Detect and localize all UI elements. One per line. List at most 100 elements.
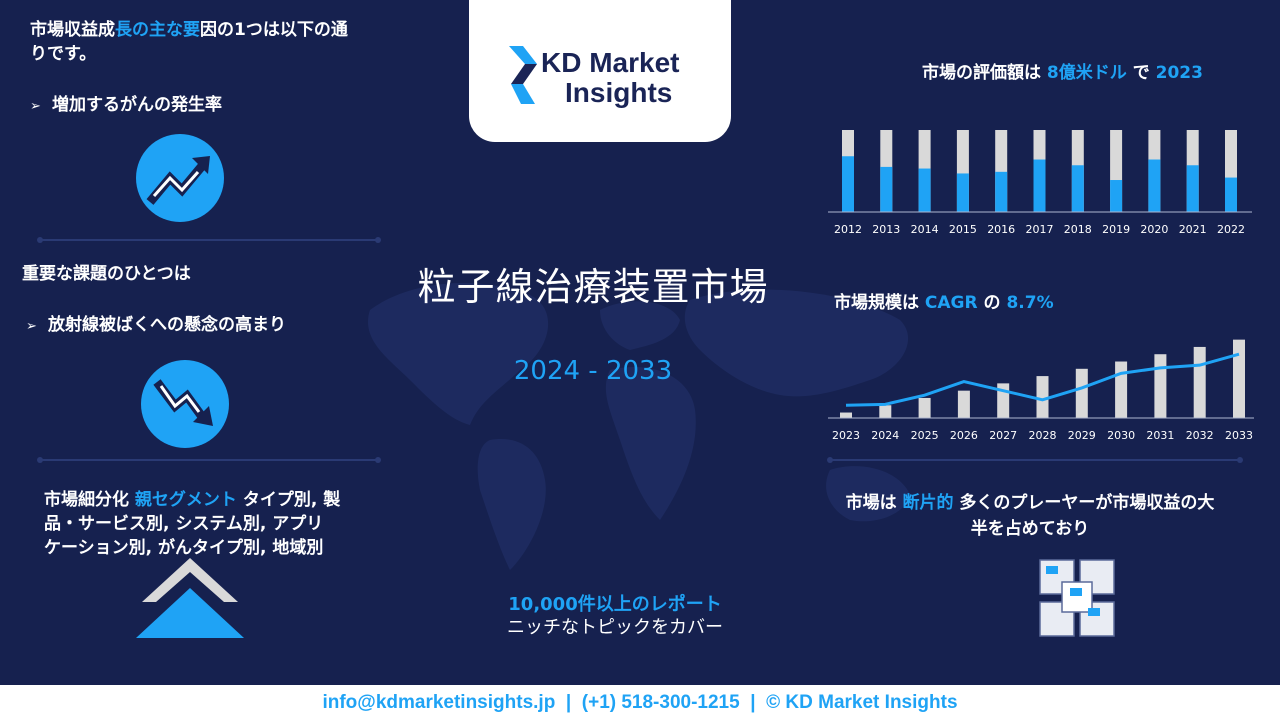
bar-value [879, 405, 892, 418]
trend-down-icon [141, 360, 229, 448]
bar-value [1110, 180, 1123, 212]
segmentation-text: 市場細分化 親セグメント タイプ別, 製 品・サービス別, システム別, アプリ… [44, 488, 404, 560]
fragmented-rest2: 半を占めており [970, 519, 1090, 539]
segmentation-prefix: 市場細分化 [44, 490, 129, 510]
bar-value [1115, 361, 1128, 418]
page-title: 粒子線治療装置市場 [417, 265, 769, 309]
x-tick-label: 2026 [950, 429, 978, 442]
bar-value [1036, 376, 1049, 418]
divider-right [827, 457, 1243, 463]
bar-value [1186, 165, 1199, 212]
fragmented-text: 市場は 断片的 多くのプレーヤーが市場収益の大 半を占めており [820, 490, 1240, 542]
x-tick-label: 2012 [834, 223, 862, 236]
x-tick-label: 2014 [911, 223, 939, 236]
x-tick-label: 2018 [1064, 223, 1092, 236]
segmentation-line3: ケーション別, がんタイプ別, 地域別 [44, 538, 324, 558]
x-tick-label: 2016 [987, 223, 1015, 236]
bar-value [880, 166, 893, 212]
x-tick-label: 2028 [1029, 429, 1057, 442]
logo-line1: KD Market [541, 47, 680, 78]
bullet-arrow-icon: ➢ [26, 319, 37, 334]
bar-value [1154, 354, 1167, 418]
x-tick-label: 2022 [1217, 223, 1245, 236]
x-tick-label: 2023 [832, 429, 860, 442]
x-tick-label: 2019 [1102, 223, 1130, 236]
footer-email[interactable]: info@kdmarketinsights.jp [322, 692, 556, 713]
forecast-years: 2024 - 2033 [513, 356, 673, 386]
fragmented-prefix: 市場は [845, 493, 897, 513]
x-tick-label: 2024 [871, 429, 899, 442]
footer-separator: | [565, 692, 572, 713]
bar-value [842, 156, 854, 212]
driver-text-a: 市場収益成 [30, 20, 115, 40]
bar-value [1033, 159, 1046, 212]
logo-line2: Insights [565, 77, 673, 108]
bar-value [918, 168, 931, 212]
driver-text-accent: 長の主な要 [115, 20, 200, 40]
x-tick-label: 2020 [1140, 223, 1168, 236]
x-tick-label: 2027 [989, 429, 1017, 442]
x-tick-label: 2031 [1146, 429, 1174, 442]
x-tick-label: 2029 [1068, 429, 1096, 442]
divider-left-1 [37, 237, 381, 243]
bar-value [1233, 339, 1245, 418]
segmentation-line1: タイプ別, 製 [242, 490, 341, 510]
valuation-prefix: 市場の評価額は [922, 63, 1041, 83]
cagr-prefix: 市場規模は [834, 293, 919, 313]
bar-value [1193, 346, 1206, 418]
trend-line [845, 352, 1240, 407]
bar-value [957, 390, 970, 418]
valuation-heading: 市場の評価額は 8億米ドル で 2023 [922, 58, 1203, 83]
driver-bullet-text: 増加するがんの発生率 [52, 95, 222, 115]
bar-value [956, 173, 969, 212]
footer-copyright: © KD Market Insights [766, 692, 958, 713]
bar-value [995, 171, 1008, 212]
cagr-heading: 市場規模は CAGR の 8.7% [834, 288, 1054, 313]
forecast-bar-line-chart: 2023 2024 2025 2026 2027 2028 2029 2030 2031 2032… [828, 339, 1254, 442]
footer-separator: | [750, 692, 756, 713]
world-map-icon [368, 283, 910, 570]
x-tick-label: 2013 [872, 223, 900, 236]
fragmented-rest1: 多くのプレーヤーが市場収益の大 [959, 493, 1215, 513]
historical-bar-chart: 2012 2013 2014 2015 2016 2017 2018 2019 2020 2021… [828, 130, 1252, 236]
x-tick-label: 2030 [1107, 429, 1135, 442]
x-tick-label: 2021 [1179, 223, 1207, 236]
valuation-mid: で [1132, 63, 1150, 83]
footer-phone[interactable]: (+1) 518-300-1215 [581, 692, 740, 713]
reports-count: 10,000件以上のレポート [508, 594, 722, 615]
challenge-bullet-text: 放射線被ばくへの懸念の高まり [48, 315, 286, 335]
x-tick-label: 2025 [911, 429, 939, 442]
logo-text: KD Market Insights [541, 48, 679, 108]
divider-left-2 [37, 457, 381, 463]
driver-text-c: 因の1つは以下の通 [200, 20, 348, 40]
bar-value [840, 412, 852, 418]
trend-up-icon [136, 134, 224, 222]
bullet-arrow-icon: ➢ [30, 99, 41, 114]
bar-value [1071, 165, 1084, 212]
challenge-bullet: ➢ 放射線被ばくへの懸念の高まり [26, 310, 286, 335]
driver-text-d: りです。 [30, 44, 97, 64]
bar-value [1148, 159, 1161, 212]
driver-bullet: ➢ 増加するがんの発生率 [30, 90, 222, 115]
bar-value [918, 397, 931, 418]
logo-card: KD Market Insights [469, 0, 731, 142]
challenge-heading: 重要な課題のひとつは [22, 264, 191, 284]
cagr-value: 8.7% [1006, 293, 1054, 313]
footer: info@kdmarketinsights.jp | (+1) 518-300-… [0, 685, 1280, 720]
bar-value [1075, 368, 1088, 418]
x-tick-label: 2015 [949, 223, 977, 236]
valuation-value: 8億米ドル [1046, 63, 1127, 83]
chevron-up-icon [136, 558, 244, 638]
x-tick-label: 2032 [1186, 429, 1214, 442]
bar-value [1225, 177, 1237, 212]
reports-topics: ニッチなトピックをカバー [507, 617, 723, 638]
fragmented-accent: 断片的 [902, 493, 954, 513]
kd-logo-mark-icon [509, 46, 537, 104]
segmentation-accent: 親セグメント [134, 490, 237, 510]
x-tick-label: 2017 [1026, 223, 1054, 236]
cubes-icon [1039, 559, 1115, 637]
x-tick-label: 2033 [1225, 429, 1253, 442]
cagr-label: CAGR [924, 293, 978, 313]
valuation-year: 2023 [1155, 63, 1203, 83]
driver-heading: 市場収益成長の主な要因の1つは以下の通 りです。 [30, 18, 410, 66]
